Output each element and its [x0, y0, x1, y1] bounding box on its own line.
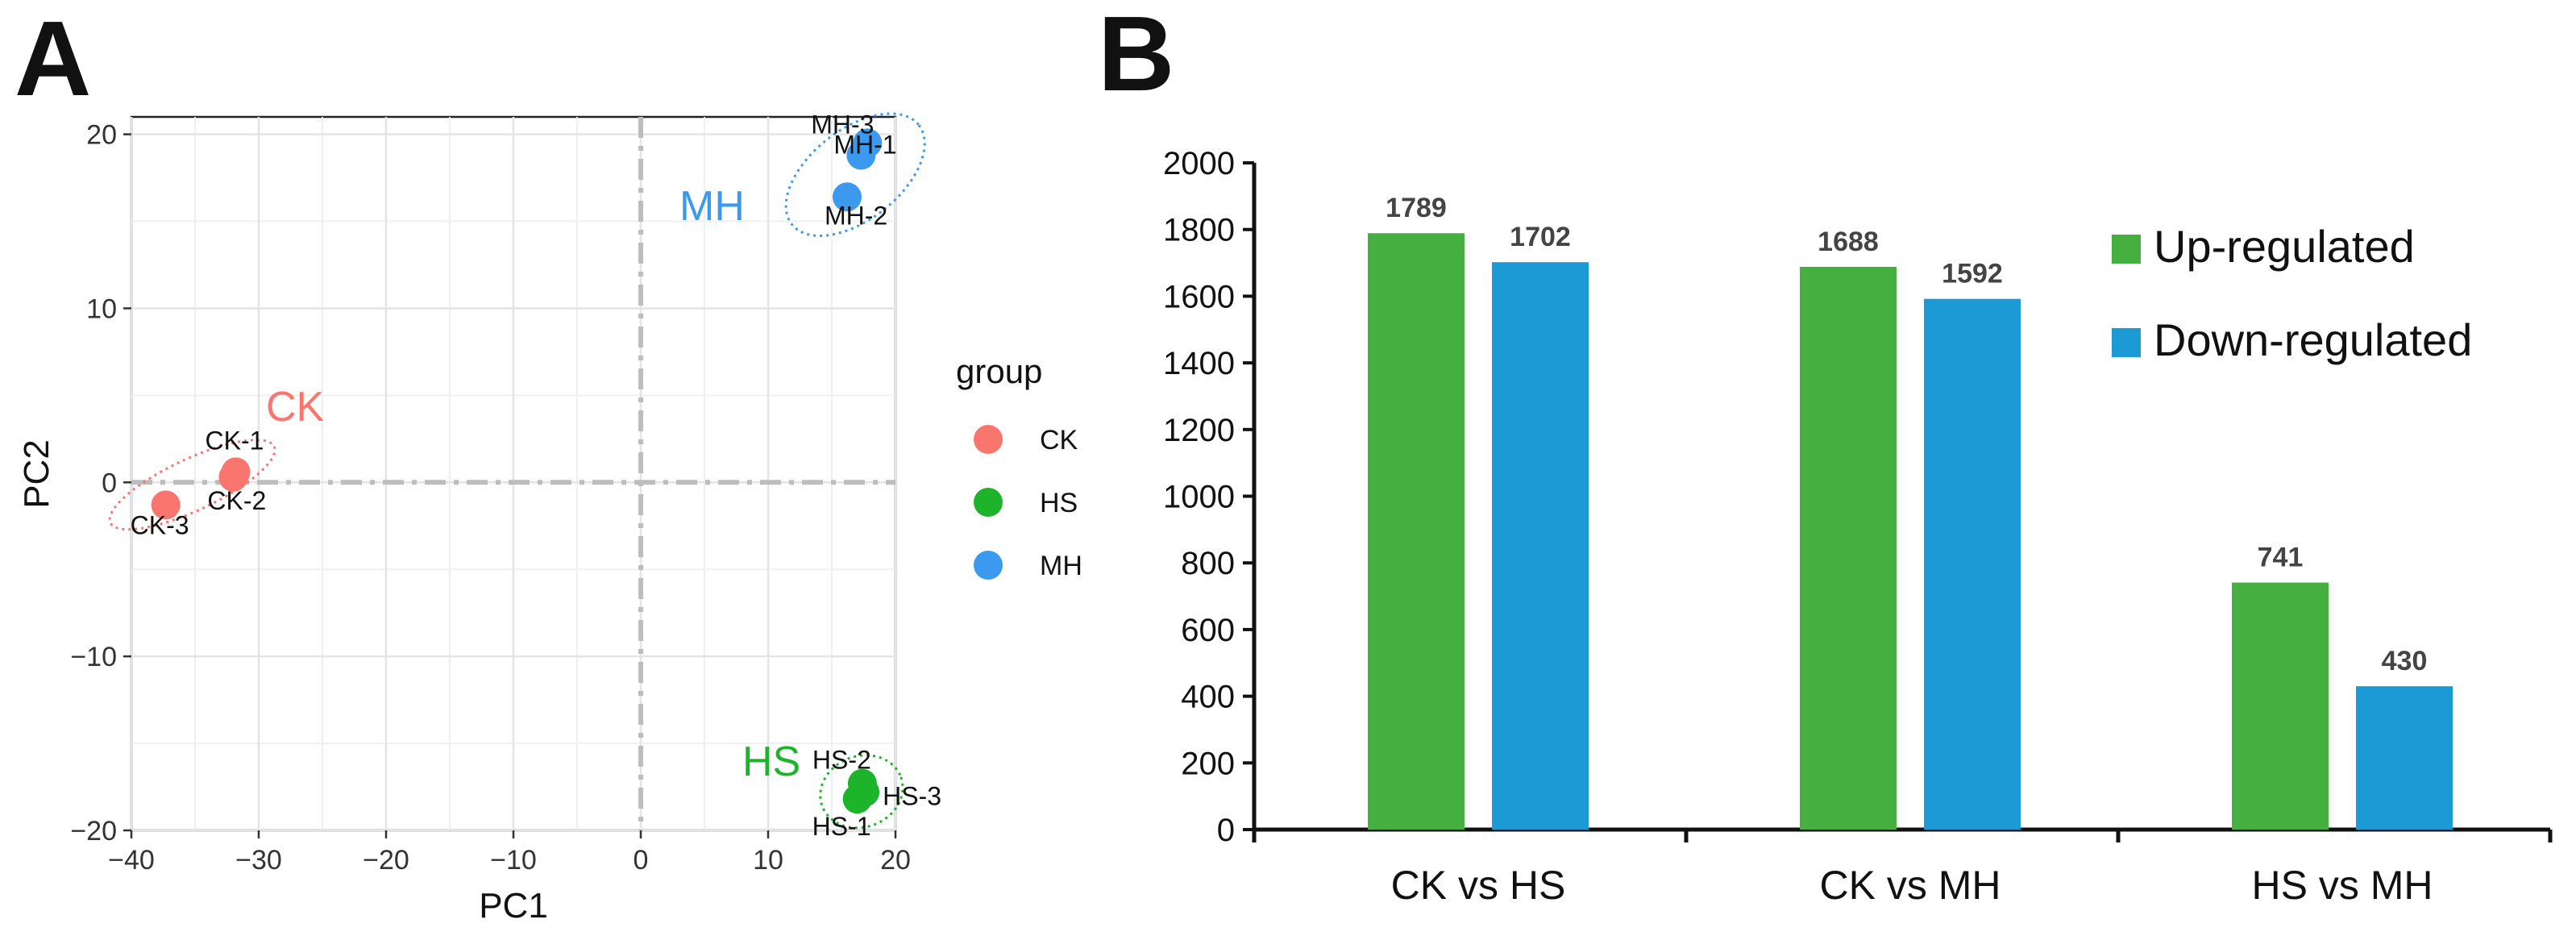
y-tick-label: 0	[102, 468, 117, 498]
bar-data-labels: 1789 1702 1688 1592 741 430	[1386, 193, 2427, 676]
legend-label-ck: CK	[1040, 425, 1078, 456]
point-label-ck-1: CK-1	[206, 426, 264, 455]
legend-label-mh: MH	[1040, 551, 1082, 581]
bar-y-tick-label: 400	[1181, 680, 1235, 715]
bar-y-tick-label: 2000	[1163, 146, 1235, 181]
bar-value-label: 1688	[1818, 227, 1879, 257]
bar-up-2	[1800, 267, 1897, 830]
group-tag-mh: MH	[679, 183, 745, 230]
bar-down-1	[1492, 262, 1589, 830]
bar-legend-swatch-up	[2112, 235, 2141, 264]
pca-zero-lines	[131, 117, 895, 830]
point-label-ck-2: CK-2	[207, 486, 266, 515]
category-label-3: HS vs MH	[2252, 863, 2433, 908]
x-tick-label: −30	[235, 845, 282, 876]
bar-legend-label-up: Up-regulated	[2154, 221, 2415, 272]
panel-a-letter: A	[15, 0, 91, 118]
bar-down-3	[2356, 686, 2453, 830]
pca-y-axis: −20 −10 0 10 20	[70, 120, 131, 847]
bar-category-labels: CK vs HS CK vs MH HS vs MH	[1391, 863, 2433, 908]
x-tick-label: 20	[880, 845, 911, 876]
ellipse-ck	[108, 439, 276, 531]
point-label-ck-3: CK-3	[131, 510, 189, 539]
pca-group-tags: CK HS MH	[266, 183, 800, 785]
bar-axes: 0 200 400 600 800 1000 1200 1400 1600 1800 2000	[1163, 146, 2553, 848]
bar-y-tick-label: 800	[1181, 546, 1235, 581]
pca-x-axis: −40 −30 −20 −10 0 10 20	[108, 830, 911, 876]
deg-bar-panel: B 0200400600800100012001400160018002000 …	[1098, 0, 2553, 908]
point-label-hs-3: HS-3	[883, 782, 941, 811]
pca-panel: A CK-1 CK-2 CK-3 HS-1 HS-2 HS-3 MH-1 MH-2 MH-3 C…	[15, 0, 1082, 926]
ellipse-hs	[819, 754, 904, 830]
point-mh-2	[832, 182, 862, 212]
bar-up-1	[1368, 233, 1465, 830]
category-label-1: CK vs HS	[1391, 863, 1566, 908]
y-tick-label: −20	[70, 816, 117, 847]
bar-value-label: 430	[2382, 646, 2428, 676]
bar-y-tick-label: 200	[1181, 746, 1235, 781]
point-ck-3	[151, 490, 181, 520]
x-tick-label: 0	[634, 845, 649, 876]
bar-legend: Up-regulated Down-regulated	[2112, 221, 2472, 365]
bar-y-tick-label: 600	[1181, 613, 1235, 648]
bar-value-label: 1789	[1386, 193, 1447, 223]
legend-swatch-hs	[974, 488, 1003, 517]
bar-value-label: 1592	[1942, 259, 2003, 289]
legend-swatch-ck	[974, 425, 1003, 454]
bar-legend-label-down: Down-regulated	[2154, 314, 2472, 365]
pca-legend-title: group	[956, 352, 1042, 390]
y-tick-label: 10	[86, 293, 117, 324]
bar-y-tick-label: 1800	[1163, 213, 1235, 248]
point-label-mh-1: MH-1	[833, 130, 896, 159]
bar-y-tick-label: 1400	[1163, 346, 1235, 381]
bar-value-label: 741	[2258, 543, 2304, 573]
bar-legend-swatch-down	[2112, 328, 2141, 357]
point-ck-2	[218, 462, 248, 492]
point-label-mh-3: MH-3	[811, 110, 874, 139]
x-tick-label: −20	[363, 845, 409, 876]
pca-points	[151, 128, 883, 814]
group-tag-ck: CK	[266, 384, 325, 431]
bar-y-tick-label: 0	[1217, 813, 1235, 848]
x-tick-label: 10	[753, 845, 783, 876]
pca-point-labels: CK-1 CK-2 CK-3 HS-1 HS-2 HS-3 MH-1 MH-2 MH-3	[131, 110, 941, 841]
bar-up-3	[2232, 582, 2329, 830]
bar-series	[1368, 233, 2453, 830]
bar-y-tick-label: 1000	[1163, 480, 1235, 515]
point-label-hs-2: HS-2	[812, 746, 871, 775]
bar-value-label: 1702	[1510, 222, 1571, 252]
pca-x-axis-title: PC1	[479, 886, 548, 926]
bar-down-2	[1924, 298, 2021, 830]
x-tick-label: −40	[108, 845, 155, 876]
legend-swatch-mh	[974, 551, 1003, 580]
y-tick-label: 20	[86, 120, 117, 151]
point-label-mh-2: MH-2	[825, 201, 887, 230]
pca-legend: group CK HS MH	[956, 352, 1082, 581]
bar-y-tick-label: 1200	[1163, 413, 1235, 448]
y-tick-label: −10	[70, 642, 117, 672]
category-label-2: CK vs MH	[1820, 863, 2001, 908]
point-mh-3	[853, 128, 883, 158]
group-tag-hs: HS	[742, 738, 800, 785]
panel-b-letter: B	[1098, 0, 1174, 113]
legend-label-hs: HS	[1040, 488, 1078, 518]
point-label-hs-1: HS-1	[812, 812, 871, 841]
x-tick-label: −10	[490, 845, 537, 876]
bar-y-tick-label: 1600	[1163, 279, 1235, 314]
point-hs-3	[850, 777, 880, 807]
pca-y-axis-title: PC2	[17, 439, 56, 509]
